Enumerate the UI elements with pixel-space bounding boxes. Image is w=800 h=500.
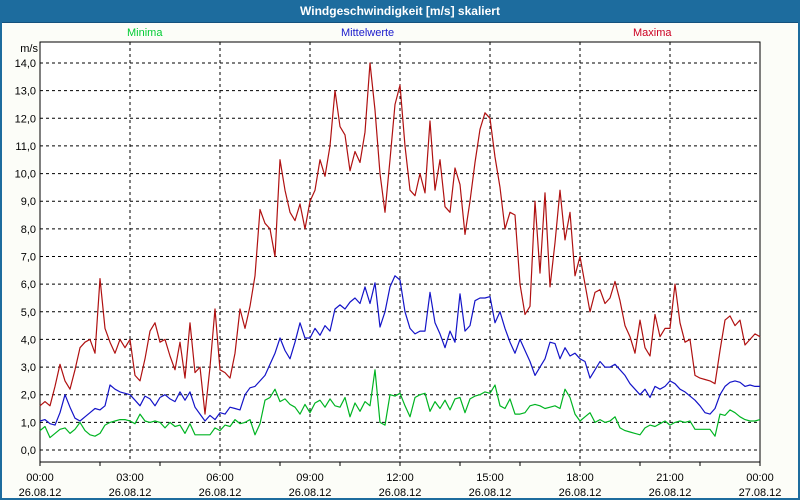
x-tick-time-label: 09:00	[296, 472, 324, 484]
y-tick-label: 0,0	[21, 445, 36, 457]
y-tick-label: 11,0	[15, 141, 36, 153]
x-tick-date-label: 26.08.12	[649, 487, 692, 499]
x-tick-time-label: 18:00	[566, 472, 594, 484]
y-axis-unit-label: m/s	[20, 43, 38, 55]
x-tick-time-label: 00:00	[746, 472, 774, 484]
x-tick-date-label: 26.08.12	[379, 487, 422, 499]
x-tick-date-label: 26.08.12	[109, 487, 152, 499]
x-tick-date-label: 26.08.12	[289, 487, 332, 499]
y-tick-label: 12,0	[15, 113, 36, 125]
x-tick-date-label: 26.08.12	[559, 487, 602, 499]
y-tick-label: 1,0	[21, 417, 36, 429]
legend-label-maxima: Maxima	[633, 27, 672, 39]
legend-label-mittelwerte: Mittelwerte	[341, 27, 395, 39]
window-title-bar: Windgeschwindigkeit [m/s] skaliert	[0, 0, 800, 23]
y-tick-label: 8,0	[21, 224, 36, 236]
x-tick-time-label: 06:00	[206, 472, 234, 484]
x-tick-date-label: 26.08.12	[469, 487, 512, 499]
x-tick-time-label: 03:00	[116, 472, 144, 484]
y-tick-label: 2,0	[21, 390, 36, 402]
x-tick-date-label: 27.08.12	[739, 487, 782, 499]
y-tick-label: 9,0	[21, 196, 36, 208]
x-tick-date-label: 26.08.12	[19, 487, 62, 499]
series-line-minima	[39, 369, 761, 439]
y-tick-label: 5,0	[21, 307, 36, 319]
series-line-maxima	[39, 62, 761, 415]
legend-label-minima: Minima	[127, 27, 163, 39]
y-tick-label: 10,0	[15, 169, 36, 181]
window-title: Windgeschwindigkeit [m/s] skaliert	[300, 4, 500, 18]
y-tick-label: 6,0	[21, 279, 36, 291]
y-tick-label: 7,0	[21, 251, 36, 263]
x-tick-time-label: 21:00	[656, 472, 684, 484]
y-tick-label: 3,0	[21, 362, 36, 374]
x-tick-time-label: 15:00	[476, 472, 504, 484]
x-tick-time-label: 00:00	[26, 472, 54, 484]
series-line-mittelwerte	[39, 275, 760, 426]
x-tick-date-label: 26.08.12	[199, 487, 242, 499]
y-tick-label: 13,0	[15, 86, 36, 98]
x-tick-time-label: 12:00	[386, 472, 414, 484]
y-tick-label: 14,0	[15, 58, 36, 70]
y-tick-label: 4,0	[21, 334, 36, 346]
